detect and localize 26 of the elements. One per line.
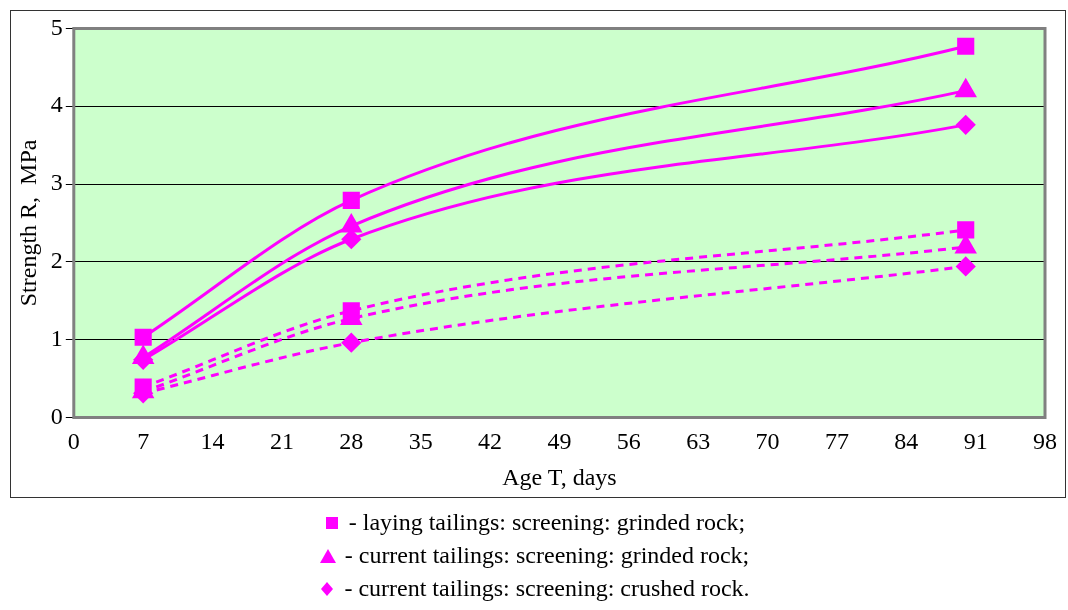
x-tick-label: 98 — [1033, 428, 1057, 455]
x-tick-label: 84 — [894, 428, 919, 455]
x-tick-label: 42 — [478, 428, 503, 455]
x-tick-label: 91 — [963, 428, 988, 455]
x-tick-label: 63 — [686, 428, 711, 455]
y-tick-label: 3 — [50, 169, 63, 196]
x-tick-label: 28 — [339, 428, 364, 455]
x-tick-label: 35 — [408, 428, 433, 455]
legend-label: - current tailings: screening: crushed rock. — [344, 574, 750, 603]
legend-label: - laying tailings: screening: grinded rock; — [348, 508, 746, 537]
x-tick-label: 14 — [200, 428, 225, 455]
legend-label: - current tailings: screening: grinded rock; — [344, 541, 750, 570]
y-tick-label: 0 — [50, 402, 63, 429]
x-axis-title: Age T, days — [502, 463, 617, 490]
x-tick-label: 7 — [137, 428, 150, 455]
y-tick-label: 5 — [50, 13, 63, 40]
y-tick-label: 2 — [50, 247, 63, 274]
x-tick-label: 0 — [67, 428, 80, 455]
x-tick-label: 77 — [824, 428, 849, 455]
x-tick-label: 70 — [755, 428, 780, 455]
y-tick-label: 1 — [50, 324, 63, 351]
y-tick-label: 4 — [50, 91, 63, 118]
x-tick-label: 49 — [547, 428, 572, 455]
x-tick-label: 56 — [616, 428, 641, 455]
x-tick-label: 21 — [269, 428, 294, 455]
y-axis-title: Strength R, MPa — [14, 139, 41, 307]
